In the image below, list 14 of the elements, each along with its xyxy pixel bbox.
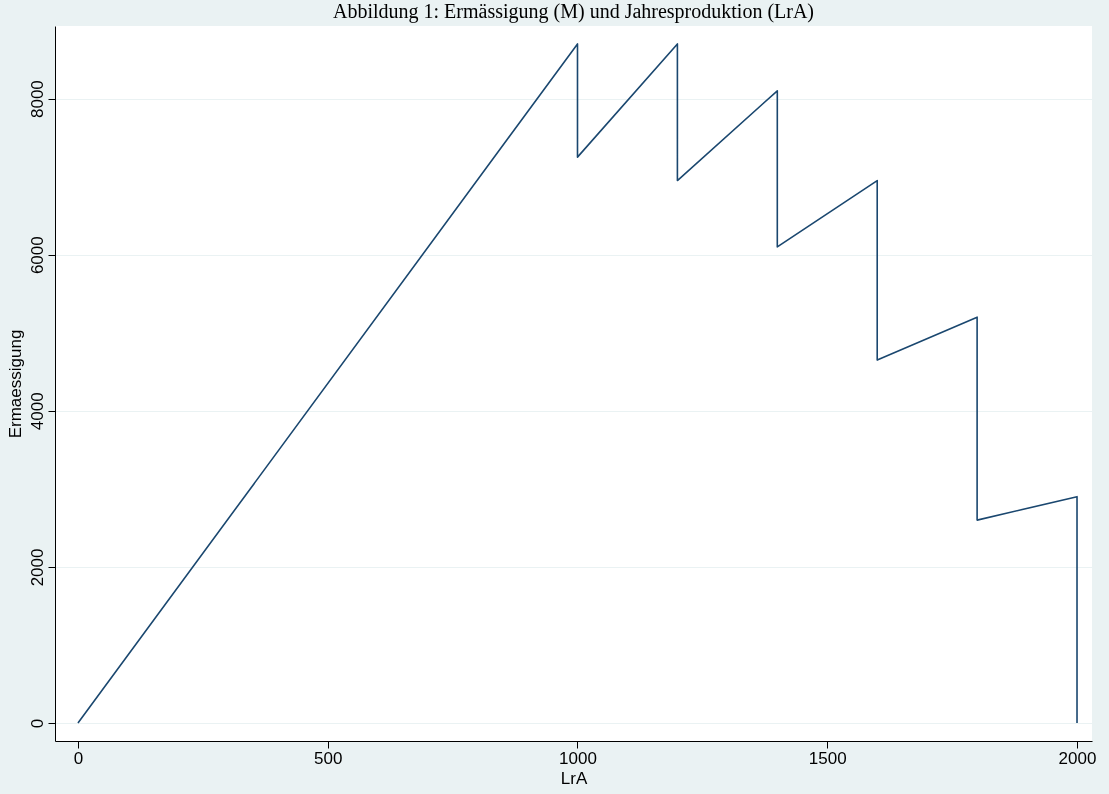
y-tick-label: 6000 (27, 236, 47, 275)
line-series (77, 43, 1078, 724)
y-axis-title: Ermaessigung (5, 329, 25, 439)
y-tick-label: 0 (27, 718, 47, 729)
x-tick-label: 1500 (808, 748, 847, 768)
y-tick-label: 2000 (27, 548, 47, 587)
x-tick-label: 2000 (1058, 748, 1097, 768)
y-tick-label: 8000 (27, 80, 47, 119)
x-tick-label: 0 (73, 748, 84, 768)
x-axis-title: LrA (560, 768, 588, 788)
y-tick-label: 4000 (27, 392, 47, 431)
chart-title: Abbildung 1: Ermässigung (M) und Jahresproduktion (LrA) (332, 0, 815, 23)
x-tick-label: 1000 (559, 748, 597, 768)
x-tick-label: 500 (314, 748, 343, 768)
